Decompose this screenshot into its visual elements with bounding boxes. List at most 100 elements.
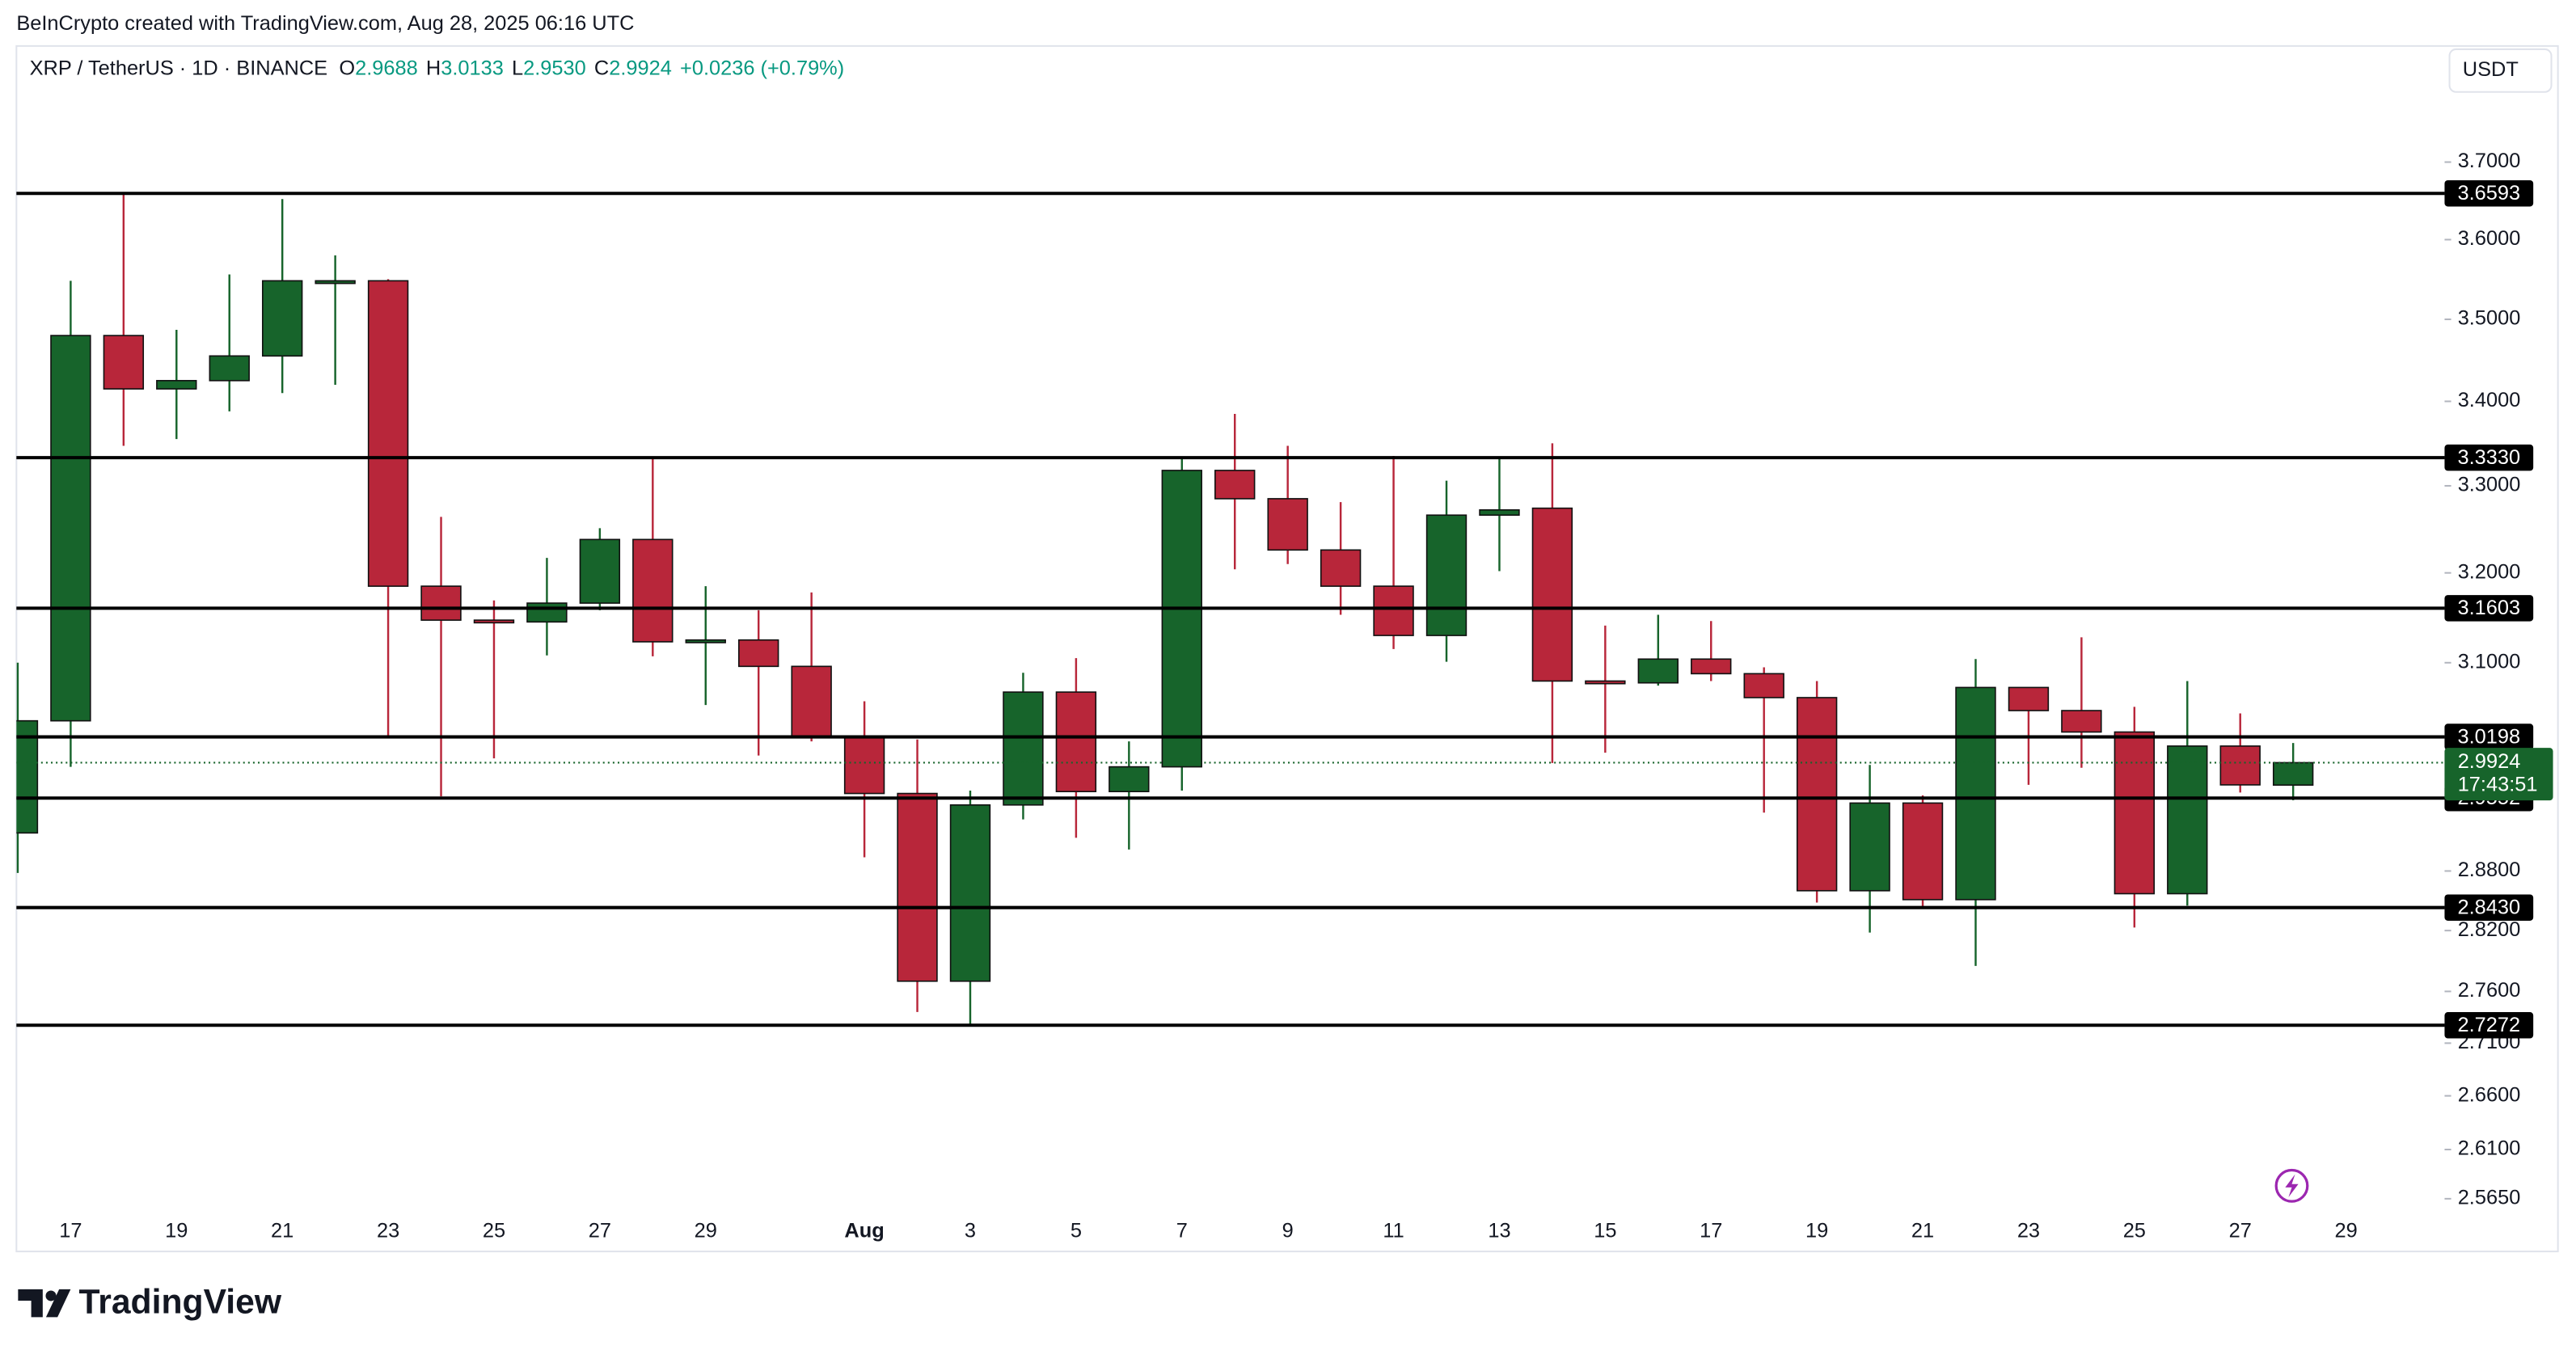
y-tick-label: 3.1000: [2458, 651, 2521, 673]
candle-body: [1373, 585, 1414, 636]
candle-body: [1849, 802, 1890, 892]
level-label: 2.7272: [2457, 1014, 2520, 1036]
x-tick-label: 11: [1383, 1219, 1404, 1242]
x-tick-label: 7: [1176, 1219, 1188, 1242]
y-tick-label: 3.3000: [2458, 474, 2521, 496]
ohlc-key: L: [512, 57, 523, 79]
x-tick-label: 17: [59, 1219, 82, 1242]
level-label: 3.0198: [2457, 725, 2520, 748]
candle-body: [526, 602, 568, 623]
symbol-line: XRP / TetherUS · 1D · BINANCE O2.9688 H3.0…: [30, 57, 845, 79]
candle-body: [1479, 508, 1520, 517]
candle-body: [1055, 691, 1097, 793]
logo-text: TradingView: [79, 1282, 282, 1321]
x-tick-label: 23: [2017, 1219, 2040, 1242]
x-tick-label: 27: [589, 1219, 611, 1242]
x-tick-label: 15: [1594, 1219, 1616, 1242]
candle-body: [420, 585, 462, 621]
candle-body: [685, 639, 726, 643]
currency-box[interactable]: [2448, 48, 2553, 93]
candle-body: [1214, 470, 1256, 500]
x-tick-label: 21: [1911, 1219, 1934, 1242]
y-tick-label: 3.7000: [2458, 150, 2521, 172]
ohlc-value: 2.9530: [523, 57, 586, 79]
x-tick-label: 29: [2334, 1219, 2357, 1242]
candle-body: [2114, 731, 2156, 895]
last-price-box: [2444, 748, 2553, 801]
candle-body: [632, 538, 674, 643]
x-tick-label: 9: [1282, 1219, 1294, 1242]
x-tick-label: 19: [1805, 1219, 1828, 1242]
candle-body: [1425, 514, 1467, 636]
candle-body: [2008, 686, 2050, 711]
change: +0.0236 (+0.79%): [680, 57, 844, 79]
logo-icon: [18, 1289, 71, 1318]
x-tick-label: 27: [2229, 1219, 2252, 1242]
candle-body: [1743, 673, 1784, 698]
ohlc-value: 3.0133: [441, 57, 504, 79]
candle-body: [1320, 549, 1362, 587]
candle-body: [1161, 470, 1202, 768]
level-label-box: [2444, 179, 2534, 207]
y-tick-label: 3.4000: [2458, 389, 2521, 411]
ohlc-key: O: [339, 57, 355, 79]
x-tick-label: 3: [965, 1219, 976, 1242]
y-tick-label: 2.5650: [2458, 1187, 2521, 1209]
ohlc-value: 2.9688: [355, 57, 418, 79]
candle-body: [1902, 802, 1944, 901]
countdown: 17:43:51: [2458, 774, 2538, 796]
symbol-title: XRP / TetherUS · 1D · BINANCE: [30, 57, 328, 79]
candle-body: [1585, 680, 1626, 685]
candle-body: [156, 380, 197, 390]
candle-body: [1637, 658, 1679, 684]
candle-body: [1267, 498, 1308, 551]
candle-body: [473, 619, 515, 624]
level-label-box: [2444, 595, 2534, 622]
level-label-box: [2444, 894, 2534, 921]
candle-body: [367, 280, 409, 587]
candle-body: [2061, 710, 2102, 733]
x-tick-label: 5: [1071, 1219, 1082, 1242]
level-label: 3.3330: [2457, 446, 2520, 469]
x-tick-label: 29: [695, 1219, 717, 1242]
last-price-label: 2.9924: [2458, 750, 2521, 773]
y-tick-label: 2.8200: [2458, 918, 2521, 941]
x-tick-label: 25: [2123, 1219, 2146, 1242]
candle-body: [315, 280, 356, 285]
x-tick-label: 23: [377, 1219, 399, 1242]
y-tick-label: 3.2000: [2458, 560, 2521, 583]
level-label: 3.1603: [2457, 597, 2520, 619]
y-tick-label: 2.7600: [2458, 979, 2521, 1002]
candle-body: [949, 804, 991, 982]
candle-body: [579, 538, 621, 604]
currency[interactable]: USDT: [2463, 58, 2519, 81]
ohlc-key: C: [594, 57, 609, 79]
y-tick-label: 3.5000: [2458, 307, 2521, 330]
x-tick-label: 13: [1488, 1219, 1510, 1242]
candle-body: [1796, 697, 1838, 892]
x-tick-label: Aug: [844, 1219, 884, 1242]
level-label-box: [2444, 724, 2534, 750]
x-tick-label: 21: [271, 1219, 293, 1242]
candle-body: [843, 736, 885, 795]
candle-body: [209, 355, 250, 382]
candle-body: [1531, 507, 1573, 682]
candle-body: [1955, 686, 1996, 901]
candle-body: [791, 665, 832, 738]
candle-body: [1003, 691, 1044, 806]
x-tick-label: 25: [483, 1219, 505, 1242]
x-tick-label: 17: [1700, 1219, 1722, 1242]
level-label: 2.8430: [2457, 896, 2520, 918]
candle-body: [50, 335, 91, 722]
chart-frame: [15, 44, 2559, 1253]
x-tick-label: 19: [165, 1219, 188, 1242]
candle-body: [2219, 745, 2261, 786]
y-tick-label: 3.6000: [2458, 227, 2521, 250]
candle-body: [2167, 745, 2208, 895]
alert-icon[interactable]: [2274, 1168, 2309, 1203]
credit: BeInCrypto created with TradingView.com,…: [16, 12, 634, 35]
y-tick-label: 2.6100: [2458, 1137, 2521, 1160]
level-label-box: [2444, 1012, 2534, 1039]
